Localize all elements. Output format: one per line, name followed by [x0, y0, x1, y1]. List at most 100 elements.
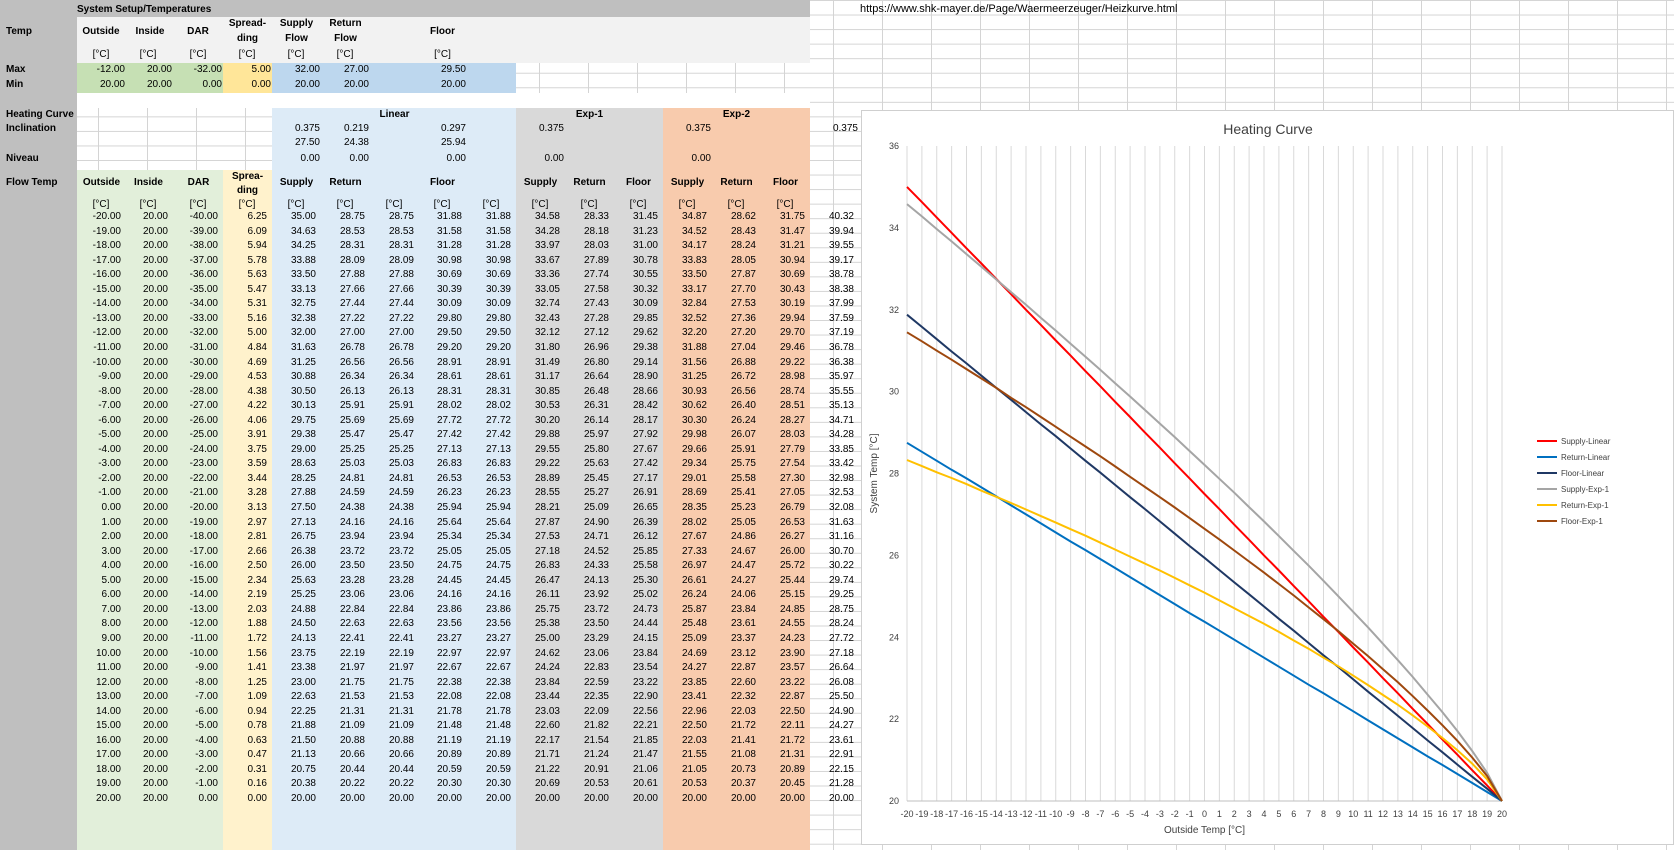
flow-cell[interactable]: 22.32 — [730, 691, 756, 703]
flow-cell[interactable]: 20.59 — [436, 763, 462, 775]
flow-cell[interactable]: 27.92 — [632, 429, 658, 441]
flow-cell[interactable]: 20.69 — [534, 778, 560, 790]
flow-cell[interactable]: 31.56 — [681, 356, 707, 368]
flow-cell[interactable]: 22.67 — [436, 662, 462, 674]
flow-cell[interactable]: 31.88 — [485, 211, 511, 222]
flow-cell[interactable]: 25.72 — [779, 560, 805, 572]
flow-cell[interactable]: 20.00 — [142, 560, 168, 572]
flow-cell[interactable]: 30.20 — [534, 414, 560, 426]
inclination-exp2[interactable]: 0.375 — [685, 123, 711, 134]
flow-cell[interactable]: 27.36 — [730, 312, 756, 324]
flow-cell[interactable]: 26.24 — [681, 589, 707, 601]
flow-cell[interactable]: 20.00 — [142, 341, 168, 353]
flow-cell[interactable]: 25.25 — [339, 443, 365, 455]
unit-supply[interactable]: [°C] — [287, 49, 305, 60]
flow-cell[interactable]: 21.19 — [436, 734, 462, 746]
flow-cell[interactable]: 25.91 — [339, 400, 365, 412]
flow-cell[interactable]: 23.54 — [632, 662, 658, 674]
flow-cell[interactable]: 20.00 — [142, 487, 168, 499]
max-value[interactable]: 27.00 — [343, 64, 369, 75]
flow-cell[interactable]: 31.75 — [779, 211, 805, 222]
flow-header[interactable]: Return — [573, 177, 606, 188]
col-header-inside[interactable]: Inside — [135, 26, 165, 37]
max-value[interactable]: 20.00 — [146, 64, 172, 75]
flow-unit[interactable]: [°C] — [629, 199, 647, 210]
inclination-label[interactable]: Inclination — [6, 123, 56, 134]
flow-cell[interactable]: 6.00 — [101, 589, 121, 601]
flow-cell[interactable]: 27.50 — [290, 502, 316, 513]
flow-cell[interactable]: -8.00 — [195, 676, 218, 688]
flow-cell[interactable]: 2.03 — [247, 603, 267, 615]
flow-unit[interactable]: [°C] — [580, 199, 598, 210]
flow-cell[interactable]: 22.15 — [828, 763, 854, 775]
flow-cell[interactable]: 23.85 — [681, 676, 707, 688]
flow-cell[interactable]: 5.63 — [247, 269, 267, 281]
flow-cell[interactable]: 24.73 — [632, 603, 658, 615]
min-label[interactable]: Min — [6, 79, 24, 90]
flow-cell[interactable]: 35.13 — [828, 400, 854, 412]
flow-cell[interactable]: 20.00 — [142, 545, 168, 557]
flow-cell[interactable]: -17.00 — [189, 545, 218, 557]
flow-header-2[interactable]: ding — [236, 185, 259, 196]
flow-unit[interactable]: [°C] — [433, 199, 451, 210]
flow-cell[interactable]: 25.15 — [779, 589, 805, 601]
flow-cell[interactable]: 20.00 — [142, 778, 168, 790]
flow-unit[interactable]: [°C] — [287, 199, 305, 210]
flow-cell[interactable]: 29.01 — [681, 472, 707, 484]
flow-cell[interactable]: -8.00 — [98, 385, 121, 397]
flow-cell[interactable]: 23.44 — [534, 691, 560, 703]
min-value[interactable]: 0.00 — [202, 79, 222, 90]
flow-cell[interactable]: 25.38 — [534, 618, 560, 630]
max-value[interactable]: -12.00 — [96, 64, 125, 75]
flow-cell[interactable]: 25.25 — [388, 443, 414, 455]
flow-cell[interactable]: -18.00 — [92, 240, 121, 252]
flow-cell[interactable]: -7.00 — [195, 691, 218, 703]
flow-cell[interactable]: 22.84 — [388, 603, 414, 615]
flow-cell[interactable]: 27.18 — [534, 545, 560, 557]
flow-cell[interactable]: 26.27 — [779, 531, 805, 543]
flow-cell[interactable]: 20.00 — [142, 472, 168, 484]
flow-cell[interactable]: 27.43 — [583, 298, 609, 310]
flow-cell[interactable]: 23.29 — [583, 632, 609, 644]
flow-cell[interactable]: 27.33 — [681, 545, 707, 557]
inclination-linear-2[interactable]: 24.38 — [343, 137, 369, 148]
flow-cell[interactable]: 28.31 — [339, 240, 365, 252]
flow-cell[interactable]: 32.08 — [828, 502, 854, 513]
flow-cell[interactable]: 25.91 — [730, 443, 756, 455]
flow-cell[interactable]: 28.02 — [436, 400, 462, 412]
flow-cell[interactable]: 20.00 — [142, 618, 168, 630]
col-header-floor[interactable]: Floor — [430, 26, 455, 37]
flow-cell[interactable]: 21.75 — [339, 676, 365, 688]
flow-cell[interactable]: 30.85 — [534, 385, 560, 397]
flow-cell[interactable]: 4.00 — [101, 560, 121, 572]
flow-cell[interactable]: 33.05 — [534, 283, 560, 295]
inclination-extra[interactable]: 0.375 — [832, 123, 858, 134]
flow-cell[interactable]: 20.00 — [142, 211, 168, 222]
flow-cell[interactable]: 24.81 — [388, 472, 414, 484]
flow-cell[interactable]: -40.00 — [189, 211, 218, 222]
flow-cell[interactable]: 32.12 — [534, 327, 560, 339]
flow-cell[interactable]: 23.90 — [779, 647, 805, 659]
flow-cell[interactable]: 22.41 — [388, 632, 414, 644]
flow-cell[interactable]: 39.94 — [828, 225, 854, 237]
flow-cell[interactable]: 30.70 — [828, 545, 854, 557]
flow-cell[interactable]: 10.00 — [95, 647, 121, 659]
flow-cell[interactable]: 32.53 — [828, 487, 854, 499]
flow-cell[interactable]: 0.00 — [247, 793, 267, 804]
flow-cell[interactable]: 30.09 — [485, 298, 511, 310]
flow-cell[interactable]: 22.03 — [730, 705, 756, 717]
flow-cell[interactable]: 20.91 — [583, 763, 609, 775]
flow-cell[interactable]: 34.17 — [681, 240, 707, 252]
flow-cell[interactable]: 20.00 — [142, 240, 168, 252]
flow-cell[interactable]: 0.94 — [247, 705, 267, 717]
flow-cell[interactable]: 29.50 — [436, 327, 462, 339]
flow-cell[interactable]: 1.88 — [247, 618, 267, 630]
flow-cell[interactable]: 24.16 — [485, 589, 511, 601]
col-header-supply[interactable]: Supply — [279, 18, 314, 29]
flow-cell[interactable]: 3.91 — [247, 429, 267, 441]
flow-cell[interactable]: 30.94 — [779, 254, 805, 266]
flow-cell[interactable]: 21.54 — [583, 734, 609, 746]
flow-cell[interactable]: 26.39 — [632, 516, 658, 528]
flow-cell[interactable]: 23.72 — [339, 545, 365, 557]
inclination-linear[interactable]: 0.297 — [440, 123, 466, 134]
